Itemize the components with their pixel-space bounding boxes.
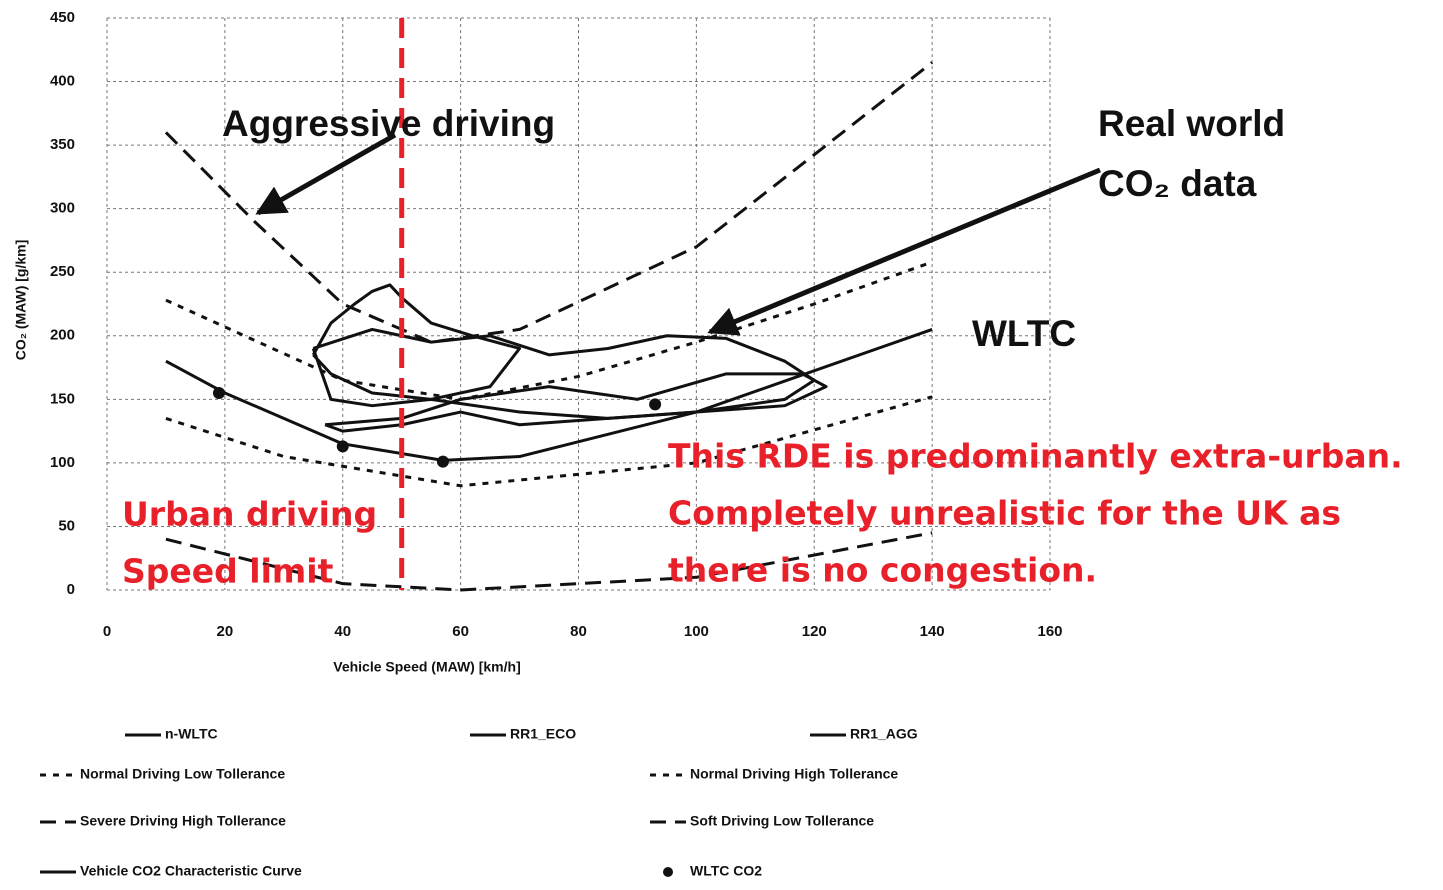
legend-label: WLTC CO2 [690,863,762,879]
y-tick-label: 300 [50,200,75,217]
x-tick-label: 140 [920,623,945,640]
x-tick-label: 80 [570,623,587,640]
x-tick-label: 120 [802,623,827,640]
annotation: This RDE is predominantly extra-urban. [668,437,1403,476]
legend-label: Severe Driving High Tollerance [80,813,286,829]
series-line [165,260,933,401]
series-line [164,61,934,344]
data-point [436,455,449,468]
legend-label: n-WLTC [165,726,218,742]
annotation: Real world [1098,103,1285,144]
x-tick-label: 100 [684,623,709,640]
legend-label: Soft Driving Low Tollerance [690,813,874,829]
series-line [324,372,828,433]
annotation: Completely unrealistic for the UK as [668,494,1341,533]
annotation: there is no congestion. [668,551,1097,590]
y-tick-label: 200 [50,327,75,344]
y-tick-label: 50 [58,517,75,534]
y-tick-label: 150 [50,390,75,407]
data-point [336,440,349,453]
x-tick-label: 60 [452,623,469,640]
y-axis-title: CO₂ (MAW) [g/km] [13,240,29,361]
x-tick-label: 40 [334,623,351,640]
legend-label: RR1_AGG [850,726,918,742]
x-tick-label: 160 [1037,623,1062,640]
arrow [707,167,1101,336]
x-axis-title: Vehicle Speed (MAW) [km/h] [333,659,520,675]
x-tick-label: 0 [103,623,111,640]
plot-area: 0 50 100 150 200 250 300 350 400 450 0 20 40 60 80 100 1… [50,9,1063,640]
annotation: CO₂ data [1098,163,1257,204]
annotation: Urban driving [122,495,377,534]
data-point [212,386,225,399]
arrow [255,132,397,216]
y-tick-label: 0 [67,581,75,598]
legend: n-WLTC RR1_ECO RR1_AGG Normal Driving Low T… [40,726,918,879]
y-tick-label: 450 [50,9,75,26]
annotation: Speed limit [122,552,334,591]
series-line [165,531,933,592]
legend-label: Vehicle CO2 Characteristic Curve [80,863,302,879]
annotation: WLTC [972,313,1076,354]
y-tick-label: 350 [50,136,75,153]
annotation: Aggressive driving [222,103,555,144]
legend-label: Normal Driving Low Tollerance [80,766,285,782]
legend-swatch [663,867,673,877]
legend-label: Normal Driving High Tollerance [690,766,898,782]
y-tick-label: 250 [50,263,75,280]
series-line [165,395,933,488]
y-tick-label: 400 [50,73,75,90]
data-point [649,398,662,411]
y-tick-label: 100 [50,454,75,471]
x-tick-label: 20 [217,623,234,640]
legend-label: RR1_ECO [510,726,576,742]
series-line [311,283,522,401]
